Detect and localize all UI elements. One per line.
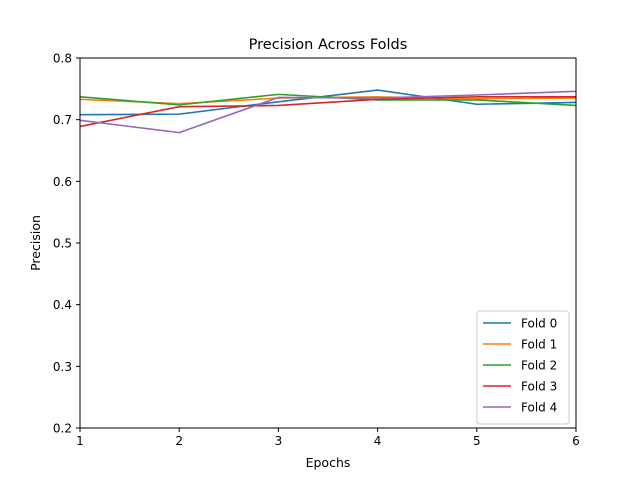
x-tick-label: 3 (275, 434, 283, 448)
y-tick-label: 0.7 (53, 113, 72, 127)
y-tick-label: 0.8 (53, 52, 72, 66)
legend-box (476, 310, 570, 425)
y-tick-label: 0.5 (53, 237, 72, 251)
series-line-fold-3 (79, 96, 576, 128)
y-tick-label: 0.6 (53, 175, 72, 189)
legend-label: Fold 3 (521, 380, 557, 394)
x-axis-label: Epochs (306, 455, 351, 470)
y-tick-label: 0.3 (53, 360, 72, 374)
x-tick-label: 1 (76, 434, 84, 448)
legend-label: Fold 1 (521, 338, 557, 352)
series-line-fold-0 (79, 89, 577, 116)
x-tick-label: 6 (572, 434, 580, 448)
y-tick-label: 0.2 (53, 422, 72, 436)
x-tick-label: 5 (473, 434, 481, 448)
legend: Fold 0 Fold 1 Fold 2 Fold 3 Fold 4 (476, 310, 570, 425)
y-axis-label: Precision (28, 215, 43, 271)
y-tick-label: 0.4 (53, 298, 72, 312)
x-tick-label: 4 (374, 434, 382, 448)
legend-label: Fold 2 (521, 359, 557, 373)
x-axis: 1 2 3 4 5 6 (76, 428, 580, 448)
legend-label: Fold 4 (521, 401, 557, 415)
y-axis: 0.2 0.3 0.4 0.5 0.6 0.7 0.8 (53, 52, 80, 436)
chart-title: Precision Across Folds (249, 37, 408, 53)
series-line-fold-4 (79, 90, 577, 134)
x-tick-label: 2 (175, 434, 183, 448)
series-layer (79, 89, 577, 134)
legend-label: Fold 0 (521, 317, 557, 331)
